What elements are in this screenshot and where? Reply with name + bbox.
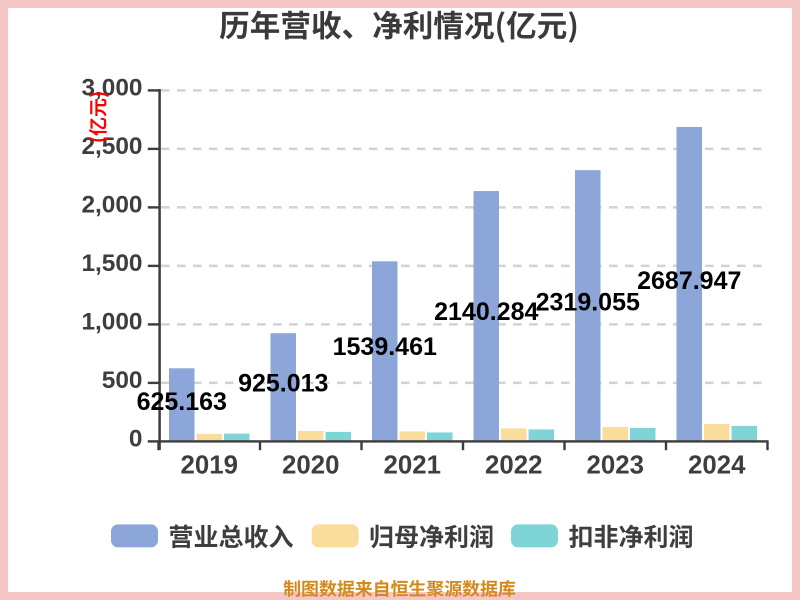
- svg-text:2,000: 2,000: [81, 191, 142, 218]
- svg-text:2022: 2022: [485, 452, 542, 480]
- svg-text:3,000: 3,000: [81, 74, 142, 101]
- svg-text:625.163: 625.163: [137, 388, 227, 416]
- svg-text:2019: 2019: [181, 452, 238, 480]
- svg-text:1,000: 1,000: [81, 308, 142, 335]
- svg-text:2021: 2021: [384, 452, 441, 480]
- svg-text:0: 0: [129, 425, 143, 452]
- svg-text:2024: 2024: [688, 452, 746, 480]
- svg-text:2687.947: 2687.947: [637, 267, 741, 295]
- svg-text:500: 500: [102, 367, 143, 394]
- svg-text:2020: 2020: [282, 452, 339, 480]
- svg-text:2,500: 2,500: [81, 133, 142, 160]
- svg-text:2140.284: 2140.284: [434, 298, 538, 326]
- svg-text:1539.461: 1539.461: [333, 333, 437, 361]
- svg-text:925.013: 925.013: [238, 370, 328, 398]
- svg-text:2319.055: 2319.055: [536, 289, 640, 317]
- svg-text:2023: 2023: [587, 452, 644, 480]
- svg-text:1,500: 1,500: [81, 250, 142, 277]
